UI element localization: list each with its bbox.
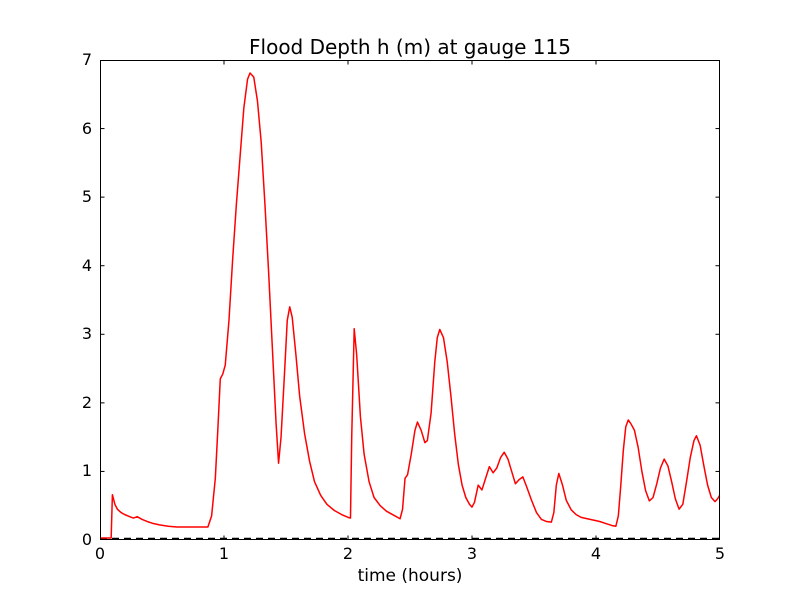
- axes-frame: [100, 60, 720, 540]
- x-tick-label: 5: [714, 544, 726, 563]
- x-tick-label: 3: [466, 544, 478, 563]
- y-tick-label: 5: [81, 187, 92, 207]
- y-tick-label: 7: [81, 50, 92, 69]
- x-tick-label: 2: [342, 544, 354, 563]
- y-tick-label: 6: [81, 118, 92, 138]
- y-tick-label: 2: [81, 392, 92, 412]
- x-axis-label: time (hours): [357, 566, 463, 586]
- y-tick-label: 4: [81, 255, 92, 275]
- x-tick-label: 0: [94, 544, 106, 563]
- y-tick-label: 0: [81, 530, 92, 549]
- flood-depth-line: [100, 72, 720, 539]
- y-tick-label: 1: [81, 461, 92, 481]
- x-tick-label: 4: [590, 544, 602, 563]
- x-tick-label: 1: [218, 544, 230, 563]
- plot-canvas: [100, 60, 720, 540]
- y-tick-label: 3: [81, 324, 92, 344]
- axis-tick-marks: [100, 60, 720, 540]
- plot-area: [100, 60, 720, 540]
- chart-title: Flood Depth h (m) at gauge 115: [249, 35, 571, 59]
